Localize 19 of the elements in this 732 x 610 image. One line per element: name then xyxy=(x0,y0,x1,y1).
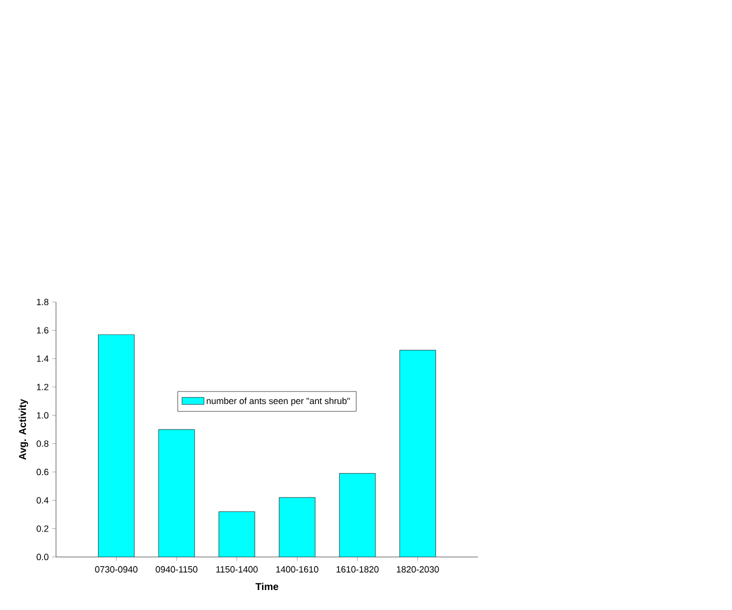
x-tick-label: 1150-1400 xyxy=(216,566,258,573)
y-tick-label: 0.2 xyxy=(36,525,48,532)
y-tick-label: 1.8 xyxy=(36,298,48,306)
y-tick-label: 0.4 xyxy=(36,497,49,504)
legend-label: number of ants seen per "ant shrub" xyxy=(206,398,350,406)
x-axis-title: Time xyxy=(256,582,278,590)
x-tick-label: 1820-2030 xyxy=(396,566,439,573)
x-tick-label: 0940-1150 xyxy=(156,566,198,573)
y-tick-label: 1.0 xyxy=(36,412,48,419)
y-tick-label: 0.8 xyxy=(36,440,48,447)
y-tick-label: 1.2 xyxy=(36,384,48,390)
x-tick-label: 1400-1610 xyxy=(276,566,318,573)
x-tick-label: 1610-1820 xyxy=(336,566,379,573)
y-tick-label: 1.4 xyxy=(36,356,49,362)
y-tick-label: 0.0 xyxy=(36,554,48,560)
y-axis-title: Avg. Activity xyxy=(18,398,28,460)
x-tick-label: 0730-0940 xyxy=(95,566,138,573)
y-tick-label: 0.6 xyxy=(36,468,48,476)
y-tick-label: 1.6 xyxy=(36,327,48,334)
